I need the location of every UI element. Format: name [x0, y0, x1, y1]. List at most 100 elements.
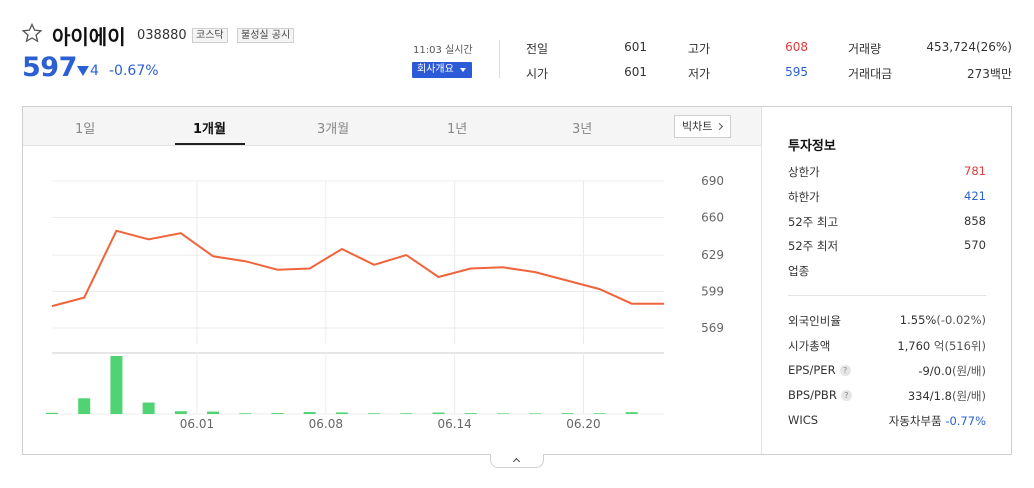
- price-change: 4: [90, 63, 99, 79]
- x-tick-label: 06.08: [309, 417, 343, 431]
- chevron-right-icon: [715, 122, 724, 131]
- sector-label: 업종: [788, 264, 810, 278]
- prev-close-value: 601: [624, 40, 647, 54]
- volume-bar: [561, 413, 574, 414]
- amount-label: 거래대금: [848, 67, 893, 81]
- chart-panel: 1일 1개월 3개월 1년 3년 빅차트 690 660 629 599 569 06.…: [22, 106, 1012, 455]
- tab-3-months[interactable]: 3개월: [317, 122, 350, 137]
- caret-down-icon: [460, 68, 466, 72]
- low-label: 저가: [688, 67, 711, 81]
- company-overview-button[interactable]: 회사개요: [412, 62, 472, 78]
- volume-bar: [174, 411, 187, 414]
- lower-limit-value: 421: [964, 189, 986, 203]
- stock-header: 아이에이 038880 코스닥 불성실 공시 597 4 -0.67% 11:0…: [0, 0, 1034, 100]
- volume-bar: [432, 412, 445, 414]
- y-tick-label: 629: [701, 248, 724, 262]
- 52w-high-label: 52주 최고: [788, 215, 839, 229]
- favorite-star-icon[interactable]: [22, 23, 42, 43]
- invest-separator: [788, 295, 986, 296]
- tab-1-year[interactable]: 1년: [447, 122, 468, 137]
- open-value: 601: [624, 65, 647, 79]
- foreign-ratio-label: 외국인비율: [788, 314, 841, 328]
- side-divider: [761, 107, 762, 454]
- volume-bar: [335, 412, 348, 414]
- volume-bar: [303, 412, 316, 414]
- header-divider: [499, 40, 500, 78]
- active-tab-indicator: [175, 143, 245, 145]
- price-chart: 690 660 629 599 569 06.01 06.08 06.14 06.20: [46, 174, 724, 431]
- market-cap-row: 시가총액 1,760 억(516위): [788, 338, 986, 356]
- y-tick-label: 569: [701, 321, 724, 335]
- wics-value[interactable]: 자동차부품: [888, 414, 942, 428]
- 52w-low-value: 570: [964, 238, 986, 252]
- wics-change: -0.77%: [945, 414, 986, 428]
- bps-pbr-value: 334/1.8: [907, 389, 952, 403]
- market-badge: 코스닥: [192, 28, 228, 43]
- volume-bar: [78, 398, 91, 414]
- x-tick-label: 06.14: [437, 417, 471, 431]
- x-tick-label: 06.01: [180, 417, 214, 431]
- volume-label: 거래량: [848, 42, 882, 56]
- y-tick-label: 690: [701, 174, 724, 188]
- bps-pbr-row: BPS/PBR? 334/1.8(원/배): [788, 388, 986, 406]
- volume-bar: [207, 411, 220, 414]
- current-price: 597: [22, 52, 77, 83]
- foreign-ratio-change: (-0.02%): [936, 313, 986, 327]
- price-change-percent: -0.67%: [109, 63, 159, 79]
- volume-bar: [625, 412, 638, 414]
- help-icon[interactable]: ?: [839, 365, 851, 376]
- collapse-toggle[interactable]: [490, 454, 544, 468]
- eps-per-value: -9/0.0: [918, 364, 952, 378]
- price-line: [51, 229, 664, 308]
- x-axis-labels: 06.01 06.08 06.14 06.20: [180, 417, 601, 431]
- x-tick-label: 06.20: [566, 417, 600, 431]
- wics-label: WICS: [788, 413, 819, 427]
- sector-row: 업종: [788, 263, 986, 281]
- volume-bar: [271, 413, 284, 414]
- bps-pbr-unit: (원/배): [951, 389, 986, 403]
- chart-grid: [52, 180, 664, 415]
- 52w-low-label: 52주 최저: [788, 239, 839, 253]
- 52w-high-row: 52주 최고 858: [788, 214, 986, 232]
- upper-limit-label: 상한가: [788, 165, 820, 179]
- lower-limit-row: 하한가 421: [788, 189, 986, 207]
- volume-bar: [464, 413, 477, 414]
- realtime-timestamp: 11:03 실시간: [413, 45, 473, 56]
- foreign-ratio-value: 1.55%: [899, 313, 937, 327]
- volume-bar: [239, 413, 252, 414]
- lower-limit-label: 하한가: [788, 190, 820, 204]
- down-arrow-icon: [77, 66, 89, 76]
- 52w-high-value: 858: [964, 214, 986, 228]
- volume-bars: [46, 356, 638, 414]
- chevron-up-icon: [512, 457, 521, 466]
- wics-row: WICS 자동차부품 -0.77%: [788, 413, 986, 431]
- volume-bar: [142, 402, 155, 414]
- upper-limit-value: 781: [964, 164, 986, 178]
- invest-info-title: 투자정보: [788, 139, 836, 154]
- tab-1-month[interactable]: 1개월: [193, 122, 226, 137]
- y-axis-labels: 690 660 629 599 569: [701, 174, 724, 335]
- volume-bar: [110, 356, 123, 414]
- volume-bar: [496, 413, 509, 414]
- period-tabs: 1일 1개월 3개월 1년 3년 빅차트: [23, 107, 761, 146]
- volume-bar: [529, 413, 542, 414]
- amount-value: 273백만: [967, 67, 1012, 81]
- volume-value: 453,724(26%): [926, 40, 1012, 54]
- market-cap-unit: 억(516위): [933, 339, 986, 353]
- company-overview-label: 회사개요: [417, 64, 454, 75]
- y-tick-label: 660: [701, 210, 724, 224]
- high-label: 고가: [688, 42, 711, 56]
- market-cap-value: 1,760: [897, 339, 931, 353]
- market-cap-label: 시가총액: [788, 339, 831, 353]
- warning-badge: 불성실 공시: [237, 28, 295, 43]
- foreign-ratio-row: 외국인비율 1.55%(-0.02%): [788, 313, 986, 331]
- help-icon[interactable]: ?: [840, 390, 852, 401]
- prev-close-label: 전일: [526, 42, 549, 56]
- eps-per-row: EPS/PER? -9/0.0(원/배): [788, 363, 986, 381]
- tab-1-day[interactable]: 1일: [75, 122, 96, 137]
- stock-code: 038880: [137, 28, 187, 43]
- 52w-low-row: 52주 최저 570: [788, 238, 986, 256]
- high-value: 608: [785, 40, 808, 54]
- big-chart-button[interactable]: 빅차트: [674, 115, 731, 138]
- tab-3-years[interactable]: 3년: [572, 122, 593, 137]
